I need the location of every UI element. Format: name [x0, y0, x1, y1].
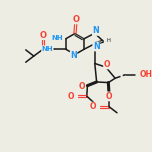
Text: O: O [67, 92, 74, 101]
Text: O: O [90, 102, 96, 111]
Text: O: O [78, 82, 85, 91]
Text: OH: OH [140, 70, 152, 79]
Text: NH: NH [42, 46, 53, 52]
Text: O: O [72, 15, 79, 24]
Text: NH: NH [52, 35, 63, 41]
Text: N: N [92, 26, 99, 35]
Text: O: O [40, 31, 47, 40]
Text: O: O [106, 92, 112, 101]
Text: H: H [107, 38, 111, 43]
Text: N: N [70, 51, 77, 60]
Text: O: O [104, 60, 110, 69]
Text: N: N [93, 42, 100, 51]
